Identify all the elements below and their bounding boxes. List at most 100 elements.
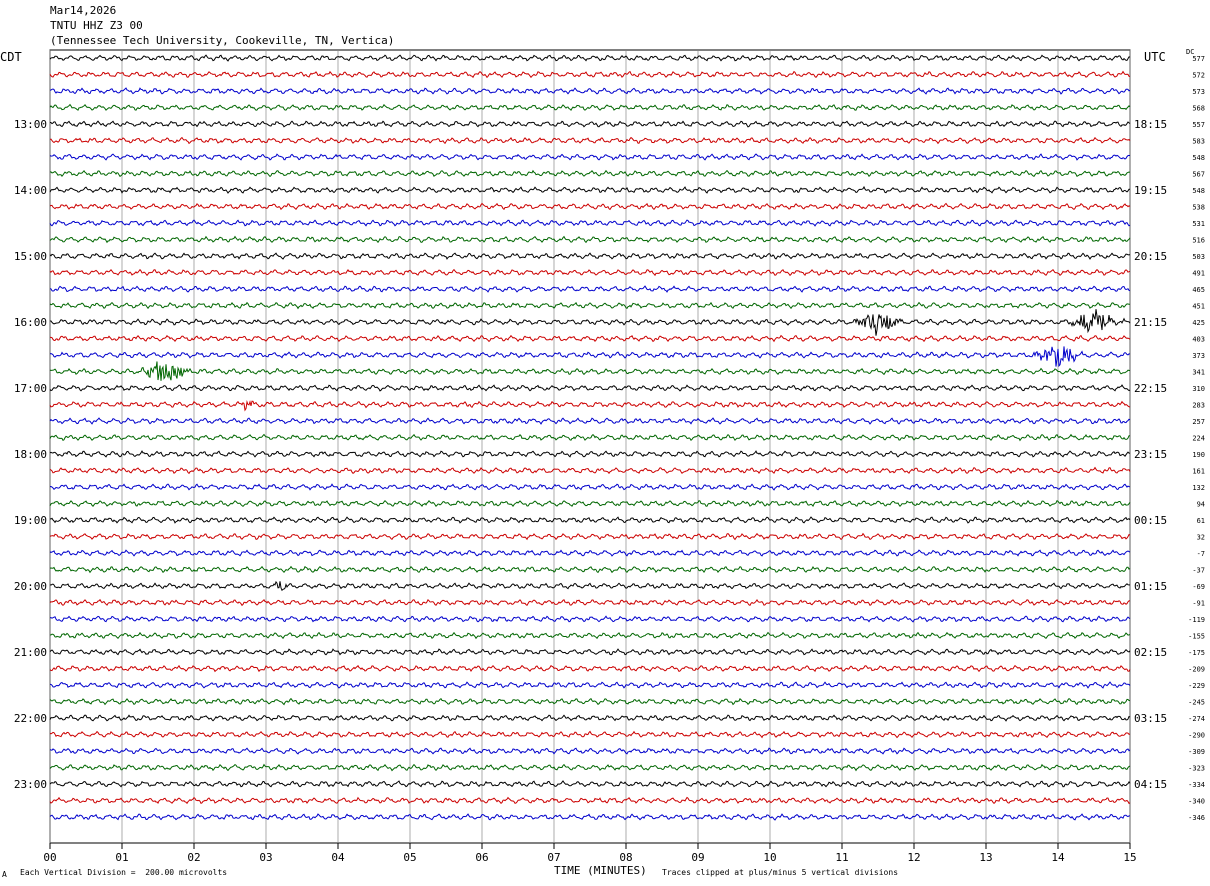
trace-line xyxy=(49,285,1131,293)
trace-line xyxy=(49,70,1131,79)
trace-line xyxy=(49,103,1131,112)
trace-line xyxy=(49,120,1131,128)
x-tick-label: 15 xyxy=(1123,851,1136,864)
trace-line xyxy=(49,483,1131,491)
right-hour-label: 03:15 xyxy=(1134,712,1167,725)
dc-offset-label: 538 xyxy=(1192,204,1205,212)
dc-offset-label: 516 xyxy=(1192,237,1205,245)
dc-offset-label: -334 xyxy=(1188,781,1205,789)
dc-offset-label: -274 xyxy=(1188,715,1205,723)
dc-offset-label: 61 xyxy=(1197,517,1205,525)
trace-line xyxy=(49,615,1131,623)
trace-line xyxy=(49,153,1131,161)
dc-offset-label: -69 xyxy=(1192,583,1205,591)
dc-offset-label: -245 xyxy=(1188,699,1205,707)
trace-line xyxy=(49,185,1130,194)
trace-line xyxy=(49,580,1131,592)
trace-line xyxy=(49,499,1131,508)
dc-offset-label: 190 xyxy=(1192,451,1205,459)
header-date: Mar14,2026 xyxy=(50,4,117,17)
right-hour-label: 02:15 xyxy=(1134,646,1167,659)
right-hour-label: 21:15 xyxy=(1134,316,1167,329)
dc-offset-label: 425 xyxy=(1192,319,1205,327)
x-tick-label: 09 xyxy=(691,851,704,864)
trace-line xyxy=(49,549,1131,557)
x-tick-label: 03 xyxy=(259,851,272,864)
header-station: TNTU HHZ Z3 00 xyxy=(50,19,143,32)
right-zone-label: UTC xyxy=(1144,50,1166,64)
dc-offset-label: 132 xyxy=(1192,484,1205,492)
right-hour-label: 19:15 xyxy=(1134,184,1167,197)
dc-offset-label: -229 xyxy=(1188,682,1205,690)
dc-offset-label: -309 xyxy=(1188,748,1205,756)
trace-line xyxy=(49,565,1131,574)
dc-offset-label: 491 xyxy=(1192,270,1205,278)
x-tick-label: 12 xyxy=(907,851,920,864)
trace-line xyxy=(49,334,1131,343)
trace-line xyxy=(49,747,1131,755)
dc-offset-label: 32 xyxy=(1197,534,1205,542)
x-tick-label: 01 xyxy=(115,851,128,864)
dc-label: DC xyxy=(1186,48,1195,56)
trace-line xyxy=(49,361,1131,381)
trace-line xyxy=(49,268,1131,277)
dc-offset-label: -119 xyxy=(1188,616,1205,624)
dc-offset-label: -155 xyxy=(1188,633,1205,641)
dc-offset-label: 577 xyxy=(1192,55,1205,63)
dc-offset-label: -209 xyxy=(1188,666,1205,674)
left-hour-label: 18:00 xyxy=(14,448,47,461)
trace-line xyxy=(49,598,1131,607)
left-hour-label: 21:00 xyxy=(14,646,47,659)
dc-offset-label: -175 xyxy=(1188,649,1205,657)
left-hour-label: 22:00 xyxy=(14,712,47,725)
trace-line xyxy=(49,664,1131,673)
dc-offset-label: 341 xyxy=(1192,369,1205,377)
dc-offset-label: -7 xyxy=(1197,550,1205,558)
left-hour-label: 15:00 xyxy=(14,250,47,263)
dc-offset-label: 531 xyxy=(1192,220,1205,228)
trace-line xyxy=(49,466,1131,475)
right-hour-label: 20:15 xyxy=(1134,250,1167,263)
dc-offset-label: 548 xyxy=(1192,154,1205,162)
trace-line xyxy=(49,87,1131,95)
clip-note: Traces clipped at plus/minus 5 vertical … xyxy=(662,868,899,877)
dc-offset-label: 568 xyxy=(1192,105,1205,113)
left-hour-label: 13:00 xyxy=(14,118,47,131)
dc-offset-label: 373 xyxy=(1192,352,1205,360)
header-location: (Tennessee Tech University, Cookeville, … xyxy=(50,34,395,47)
trace-line xyxy=(49,219,1131,227)
dc-offset-label: 557 xyxy=(1192,121,1205,129)
trace-line xyxy=(49,235,1131,244)
dc-offset-label: 451 xyxy=(1192,303,1205,311)
trace-line xyxy=(49,136,1131,145)
trace-line xyxy=(49,169,1131,178)
trace-line xyxy=(49,309,1131,336)
dc-offset-label: 465 xyxy=(1192,286,1205,294)
trace-line xyxy=(49,730,1131,739)
trace-line xyxy=(49,648,1131,656)
trace-line xyxy=(49,631,1131,640)
dc-offset-label: 567 xyxy=(1192,171,1205,179)
left-hour-label: 16:00 xyxy=(14,316,47,329)
x-tick-label: 10 xyxy=(763,851,776,864)
dc-offset-label: 283 xyxy=(1192,402,1205,410)
x-tick-label: 08 xyxy=(619,851,632,864)
trace-line xyxy=(49,532,1131,541)
right-hour-label: 00:15 xyxy=(1134,514,1167,527)
trace-line xyxy=(49,813,1130,821)
dc-offset-label: 161 xyxy=(1192,468,1205,476)
x-tick-label: 06 xyxy=(475,851,488,864)
left-zone-label: CDT xyxy=(0,50,22,64)
x-tick-label: 04 xyxy=(331,851,345,864)
left-hour-label: 20:00 xyxy=(14,580,47,593)
right-hour-label: 04:15 xyxy=(1134,778,1167,791)
dc-offset-label: 503 xyxy=(1192,253,1205,261)
right-hour-label: 22:15 xyxy=(1134,382,1167,395)
dc-offset-label: -91 xyxy=(1192,600,1205,608)
trace-line xyxy=(49,450,1130,458)
plot-frame xyxy=(49,49,1131,844)
x-tick-label: 11 xyxy=(835,851,848,864)
dc-offset-label: 583 xyxy=(1192,138,1205,146)
x-tick-label: 13 xyxy=(979,851,992,864)
